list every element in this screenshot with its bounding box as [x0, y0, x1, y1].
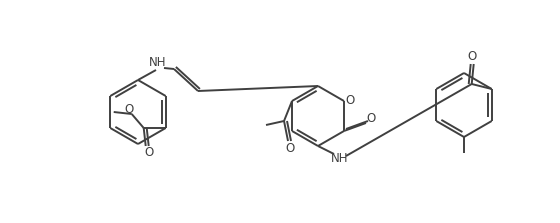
Text: O: O — [467, 50, 477, 64]
Text: O: O — [366, 112, 376, 124]
Text: O: O — [286, 142, 295, 155]
Text: O: O — [144, 145, 153, 159]
Text: NH: NH — [150, 56, 167, 70]
Text: O: O — [124, 103, 133, 116]
Text: NH: NH — [332, 151, 349, 165]
Text: O: O — [346, 93, 354, 107]
